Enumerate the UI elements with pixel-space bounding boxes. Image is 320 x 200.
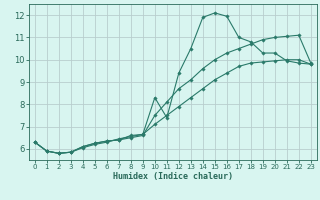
X-axis label: Humidex (Indice chaleur): Humidex (Indice chaleur): [113, 172, 233, 181]
